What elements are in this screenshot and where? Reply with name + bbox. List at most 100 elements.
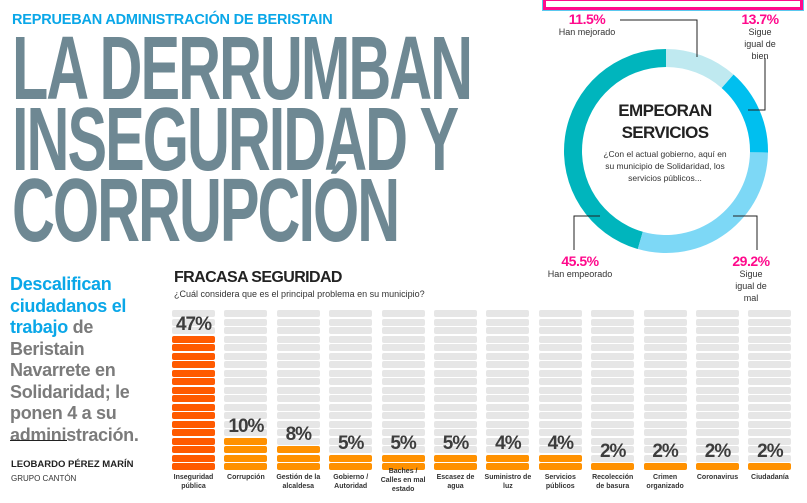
bar-empty-segment: [591, 412, 635, 419]
bar-empty-segment: [748, 369, 792, 377]
bar-empty-segment: [591, 403, 635, 411]
bar-empty-segment: [224, 327, 268, 334]
bar-empty-segment: [329, 318, 373, 326]
bar-value-label: 8%: [285, 424, 312, 445]
bar-empty-segment: [748, 310, 792, 317]
bar-segment: [381, 463, 425, 470]
bar-segment: [538, 454, 582, 462]
bar-empty-segment: [224, 403, 268, 411]
bar-empty-segment: [591, 454, 635, 462]
bar-empty-segment: [276, 361, 320, 368]
bar-empty-segment: [486, 386, 530, 394]
bar-empty-segment: [276, 420, 320, 428]
bar-empty-segment: [591, 327, 635, 334]
bar-empty-segment: [381, 378, 425, 385]
bar-empty-segment: [538, 327, 582, 334]
bar-empty-segment: [434, 412, 477, 419]
bar-empty-segment: [172, 310, 215, 317]
bar-segment: [172, 386, 215, 394]
bar-empty-segment: [538, 386, 582, 394]
bar-empty-segment: [538, 446, 582, 453]
bar-empty-segment: [643, 420, 687, 428]
bar-empty-segment: [643, 429, 687, 436]
bar-empty-segment: [696, 310, 739, 317]
bar-empty-segment: [748, 361, 792, 368]
deck: Descalifican ciudadanos el trabajo de Be…: [10, 274, 168, 446]
bar-empty-segment: [643, 327, 687, 334]
donut-label: Han empeorado: [547, 269, 613, 279]
donut-value: 11.5%: [568, 11, 606, 27]
bar-empty-segment: [696, 412, 739, 419]
bar-empty-segment: [538, 378, 582, 385]
bar-empty-segment: [329, 310, 373, 317]
bar-category-label: Coronavirus: [696, 474, 739, 481]
bar-empty-segment: [748, 378, 792, 385]
donut-slice: [563, 49, 666, 250]
bar-empty-segment: [696, 369, 739, 377]
bar-empty-segment: [434, 403, 477, 411]
bar-empty-segment: [748, 446, 792, 453]
bar-empty-segment: [276, 386, 320, 394]
bar-empty-segment: [591, 446, 635, 453]
bar-empty-segment: [224, 335, 268, 343]
bar-empty-segment: [434, 335, 477, 343]
bar-segment: [643, 463, 687, 470]
bar-empty-segment: [591, 318, 635, 326]
bar-category-label: Ciudadanía: [751, 474, 789, 481]
bar-empty-segment: [329, 361, 373, 368]
bar-empty-segment: [696, 395, 739, 402]
bar-empty-segment: [381, 403, 425, 411]
bar-empty-segment: [276, 344, 320, 351]
bar-segment: [172, 429, 215, 436]
bar-empty-segment: [748, 429, 792, 436]
bar-empty-segment: [643, 318, 687, 326]
bar-empty-segment: [381, 420, 425, 428]
bar-empty-segment: [381, 327, 425, 334]
bar-empty-segment: [172, 318, 215, 326]
kicker: REPRUEBAN ADMINISTRACIÓN DE BERISTAIN: [12, 12, 333, 28]
bar-empty-segment: [434, 310, 477, 317]
donut-slice: [637, 152, 768, 254]
headline-line-1: LA DERRUMBAN: [12, 19, 473, 119]
bar-empty-segment: [748, 352, 792, 360]
bar-empty-segment: [696, 352, 739, 360]
bar-value-label: 5%: [442, 432, 469, 454]
bar-empty-segment: [643, 310, 687, 317]
bar-value-label: 2%: [599, 441, 626, 462]
bar-empty-segment: [276, 395, 320, 402]
bar-empty-segment: [643, 454, 687, 462]
bar-empty-segment: [224, 420, 268, 428]
donut-slice: [721, 74, 768, 153]
bar-empty-segment: [486, 310, 530, 317]
bar-empty-segment: [434, 420, 477, 428]
bar-empty-segment: [329, 446, 373, 453]
bar-segment: [172, 352, 215, 360]
bar-empty-segment: [486, 378, 530, 385]
bar-category-label: Suministro de luz: [484, 474, 532, 490]
bar-segment: [591, 463, 635, 470]
bar-segment: [172, 395, 215, 402]
bar-empty-segment: [276, 412, 320, 419]
bar-segment: [172, 361, 215, 368]
bar-empty-segment: [748, 395, 792, 402]
bar-empty-segment: [329, 327, 373, 334]
donut-title: EMPEORAN SERVICIOS: [618, 101, 712, 142]
bar-empty-segment: [696, 437, 739, 445]
bar-segment: [172, 344, 215, 351]
bar-empty-segment: [696, 403, 739, 411]
bar-empty-segment: [381, 446, 425, 453]
bar-empty-segment: [696, 327, 739, 334]
bar-empty-segment: [276, 335, 320, 343]
bar-empty-segment: [329, 403, 373, 411]
bar-empty-segment: [224, 310, 268, 317]
bar-empty-segment: [329, 420, 373, 428]
bar-empty-segment: [696, 361, 739, 368]
bar-empty-segment: [696, 335, 739, 343]
bar-empty-segment: [748, 454, 792, 462]
bar-category-label: Escasez de agua: [436, 474, 475, 490]
bar-empty-segment: [381, 437, 425, 445]
bar-empty-segment: [276, 403, 320, 411]
bar-empty-segment: [748, 386, 792, 394]
bar-empty-segment: [538, 352, 582, 360]
bar-empty-segment: [486, 403, 530, 411]
